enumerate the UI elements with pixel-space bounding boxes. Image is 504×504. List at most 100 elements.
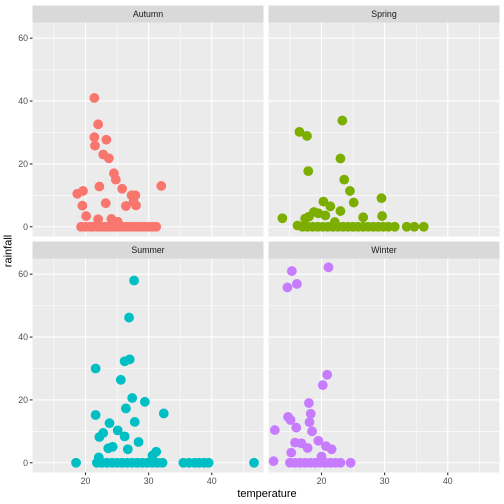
strip-spring: [268, 5, 500, 23]
data-point-summer: [133, 437, 144, 447]
y-tick-label: 60: [18, 269, 28, 279]
data-point-autumn: [94, 181, 105, 192]
data-point-winter: [326, 444, 337, 455]
data-point-spring: [358, 212, 369, 223]
data-point-summer: [129, 417, 140, 427]
data-point-summer: [122, 444, 133, 455]
data-point-spring: [318, 196, 329, 207]
data-point-spring: [401, 221, 412, 232]
data-point-summer: [119, 431, 130, 442]
data-point-winter: [323, 262, 334, 273]
data-point-autumn: [89, 132, 100, 143]
data-point-winter: [305, 408, 316, 419]
data-point-winter: [303, 398, 314, 408]
data-point-spring: [303, 166, 314, 177]
data-point-summer: [94, 432, 105, 442]
data-point-winter: [335, 457, 346, 468]
data-point-autumn: [93, 214, 104, 225]
data-point-winter: [307, 426, 317, 437]
x-tick-label: 20: [317, 476, 327, 486]
y-tick-label: 0: [23, 458, 28, 468]
data-point-summer: [119, 356, 130, 367]
data-point-summer: [112, 425, 123, 436]
data-point-summer: [129, 275, 140, 286]
data-point-autumn: [101, 134, 112, 145]
y-tick-label: 40: [18, 96, 28, 106]
data-point-summer: [249, 457, 259, 468]
data-point-spring: [345, 186, 355, 196]
data-point-winter: [269, 425, 280, 435]
strip-label-spring: Spring: [371, 9, 397, 19]
strip-label-autumn: Autumn: [133, 9, 163, 19]
data-point-autumn: [131, 200, 141, 211]
strip-autumn: [32, 5, 264, 23]
facet-winter: Winter 20 30 40: [268, 241, 500, 486]
y-tick-label: 60: [18, 33, 28, 43]
panel-background-winter: [268, 258, 500, 473]
data-point-winter: [286, 447, 297, 458]
data-point-summer: [115, 374, 126, 385]
data-point-winter: [317, 380, 328, 391]
data-point-winter: [291, 422, 302, 433]
data-point-summer: [139, 396, 150, 407]
data-point-winter: [345, 457, 356, 468]
data-point-winter: [282, 282, 293, 293]
facet-autumn: Autumn 0 20 40 60: [18, 5, 264, 237]
data-point-autumn: [117, 183, 128, 194]
data-point-spring: [320, 210, 331, 221]
data-point-summer: [71, 457, 81, 468]
data-point-summer: [104, 418, 115, 429]
data-point-winter: [313, 435, 324, 446]
data-point-winter: [292, 279, 302, 289]
x-tick-label: 40: [443, 476, 453, 486]
data-point-spring: [389, 221, 400, 232]
data-point-spring: [409, 221, 420, 232]
data-point-autumn: [121, 201, 131, 211]
data-point-autumn: [78, 186, 88, 196]
facet-spring: Spring: [268, 5, 500, 237]
data-point-spring: [335, 206, 346, 216]
data-point-spring: [300, 213, 311, 224]
data-point-spring: [294, 126, 305, 137]
data-point-winter: [304, 417, 315, 428]
data-point-winter: [286, 266, 297, 276]
x-tick-label: 30: [144, 476, 154, 486]
data-point-autumn: [151, 221, 162, 232]
data-point-spring: [376, 193, 387, 204]
x-tick-label: 20: [81, 476, 91, 486]
strip-label-summer: Summer: [131, 245, 164, 255]
data-point-spring: [337, 115, 348, 126]
panel-background-autumn: [32, 22, 264, 237]
y-tick-label: 0: [23, 222, 28, 232]
strip-winter: [268, 241, 500, 259]
data-point-autumn: [110, 174, 121, 185]
data-point-summer: [103, 443, 114, 454]
y-tick-label: 20: [18, 159, 28, 169]
x-tick-label: 40: [207, 476, 217, 486]
data-point-summer: [127, 393, 138, 403]
data-point-spring: [377, 211, 388, 221]
data-point-autumn: [89, 93, 100, 103]
data-point-autumn: [103, 153, 114, 164]
x-axis-title: temperature: [237, 488, 296, 500]
data-point-spring: [277, 213, 288, 224]
data-point-summer: [124, 312, 134, 323]
data-point-autumn: [77, 200, 88, 211]
data-point-summer: [158, 408, 169, 419]
data-point-spring: [335, 153, 346, 164]
data-point-summer: [121, 403, 131, 414]
data-point-spring: [302, 131, 312, 141]
data-point-spring: [325, 201, 336, 212]
x-tick-label: 30: [380, 476, 390, 486]
data-point-autumn: [93, 119, 104, 130]
data-point-winter: [285, 415, 296, 425]
data-point-autumn: [156, 181, 167, 191]
data-point-winter: [322, 369, 333, 380]
panel-background-summer: [32, 258, 264, 473]
data-point-spring: [418, 221, 429, 232]
data-point-winter: [268, 456, 279, 467]
data-point-summer: [90, 410, 101, 420]
strip-summer: [32, 241, 264, 259]
